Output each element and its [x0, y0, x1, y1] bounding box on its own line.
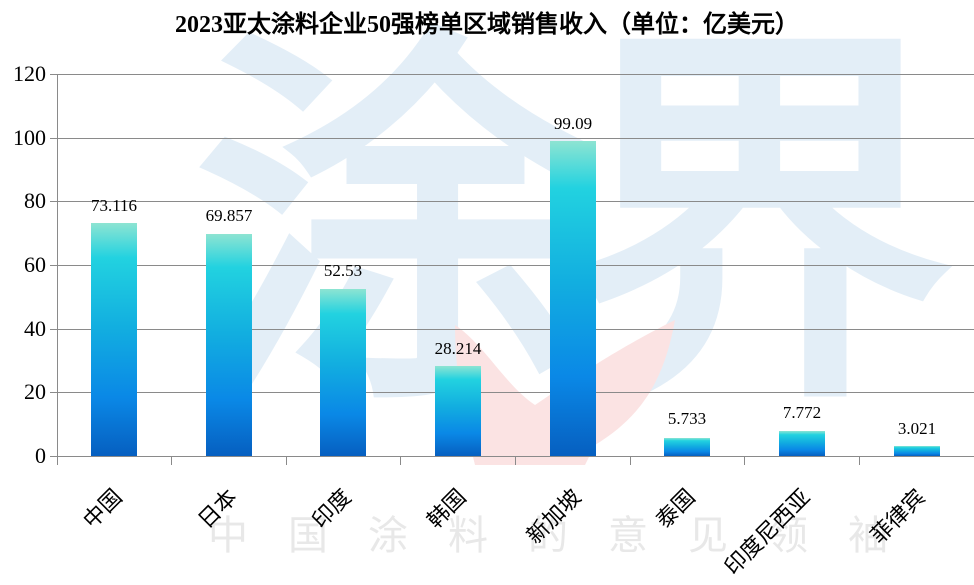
bar-japan[interactable]	[206, 233, 252, 456]
xtick-mark	[744, 456, 745, 465]
y-axis-line	[57, 74, 58, 456]
bar-china[interactable]	[91, 223, 137, 456]
watermark-char-1: 涂	[195, 0, 585, 452]
gridline-40	[57, 328, 974, 330]
xtick-mark	[286, 456, 287, 465]
xtick-mark	[859, 456, 860, 465]
xtick-mark	[515, 456, 516, 465]
ytick-mark	[50, 328, 57, 330]
xtick-mark	[400, 456, 401, 465]
bar-korea[interactable]	[435, 366, 481, 456]
xtick-mark	[630, 456, 631, 465]
ytick-mark	[50, 456, 57, 457]
ytick-label: 100	[13, 125, 46, 150]
gridline-80	[57, 201, 974, 203]
plot-area	[57, 74, 974, 457]
ytick-label: 60	[24, 252, 46, 277]
ytick-mark	[50, 74, 57, 75]
xtick-mark	[57, 456, 58, 465]
value-label-india: 52.53	[323, 261, 363, 280]
value-label-singapore: 99.09	[553, 114, 593, 133]
value-label-china: 73.116	[90, 196, 138, 215]
ytick-label: 0	[35, 443, 46, 468]
bar-indonesia[interactable]	[779, 431, 825, 456]
ytick-mark	[50, 137, 57, 139]
bar-singapore[interactable]	[550, 140, 596, 456]
ytick-mark	[50, 392, 57, 394]
chart-title: 2023亚太涂料企业50强榜单区域销售收入（单位：亿美元）	[175, 12, 799, 38]
value-label-japan: 69.857	[205, 206, 253, 225]
ytick-mark	[50, 201, 57, 203]
ytick-label: 20	[24, 379, 46, 404]
ytick-label: 80	[24, 188, 46, 213]
bar-thailand[interactable]	[664, 437, 710, 456]
gridline-20	[57, 392, 974, 394]
ytick-mark	[50, 265, 57, 266]
gridline-120	[57, 74, 974, 75]
value-label-indonesia: 7.772	[782, 403, 822, 422]
xlabel-china: 中国	[78, 484, 128, 534]
gridline-60	[57, 265, 974, 266]
bar-philippines[interactable]	[894, 446, 940, 456]
watermark-slogan: 中国涂料的意见领袖	[208, 513, 928, 559]
ytick-label: 40	[24, 316, 46, 341]
gridline-100	[57, 137, 974, 139]
ytick-label: 120	[13, 61, 46, 86]
xtick-mark	[171, 456, 172, 465]
bar-india[interactable]	[320, 288, 366, 456]
value-label-philippines: 3.021	[897, 419, 937, 438]
value-label-korea: 28.214	[434, 339, 482, 358]
value-label-thailand: 5.733	[667, 409, 707, 428]
